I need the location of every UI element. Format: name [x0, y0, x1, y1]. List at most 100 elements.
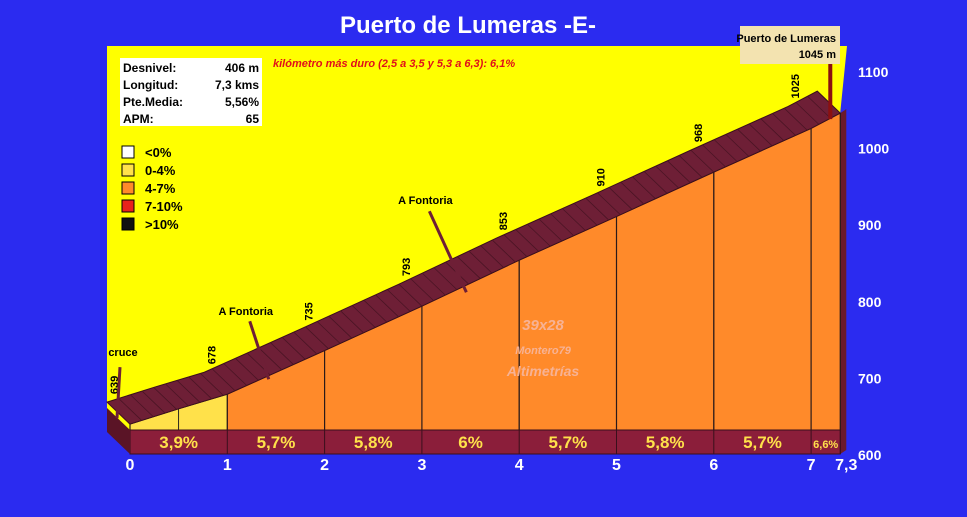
y-tick-label: 700 [858, 370, 882, 386]
ridge-hatch [678, 155, 703, 178]
x-tick-label: 4 [515, 457, 524, 474]
stats-value: 7,3 kms [215, 78, 259, 92]
ridge-hatch [340, 310, 364, 334]
stats-box [120, 58, 262, 126]
ridge-hatch [760, 118, 785, 141]
altitude-label: 735 [304, 302, 316, 320]
ridge-hatch [655, 165, 680, 189]
ridge-hatch [772, 113, 796, 136]
ridge-hatch [433, 267, 458, 290]
ridge-hatch [223, 363, 248, 386]
slope-segment [810, 112, 841, 431]
ridge-hatch [328, 315, 353, 339]
x-tick-label: 2 [320, 457, 329, 474]
ridge-hatch [783, 107, 808, 131]
legend-label: 7-10% [145, 199, 183, 214]
altitude-label: 910 [596, 168, 608, 186]
ridge-hatch [421, 272, 446, 296]
ridge-hatch [188, 376, 213, 400]
ridge-hatch [363, 299, 388, 323]
y-tick-label: 1100 [858, 64, 889, 80]
watermark-text: Altimetrías [506, 363, 580, 379]
ridge-hatch [608, 187, 633, 210]
grade-label: 5,7% [548, 433, 587, 452]
slope-segment [616, 171, 715, 431]
ridge-hatch [503, 234, 528, 257]
ridge-hatch [527, 223, 551, 247]
y-tick-label: 600 [858, 447, 882, 463]
ridge-hatch [153, 387, 177, 410]
ridge-hatch [211, 368, 236, 392]
x-tick-label: 5 [612, 457, 621, 474]
altitude-label: 678 [206, 346, 218, 364]
grade-label: 5,8% [354, 433, 393, 452]
ridge-hatch [690, 149, 715, 173]
x-tick-label: 0 [126, 457, 135, 474]
legend-swatch [121, 145, 135, 159]
ridge-hatch [386, 289, 411, 312]
legend-label: <0% [145, 145, 172, 160]
legend-swatch [121, 181, 135, 195]
grade-label: 5,7% [257, 433, 296, 452]
legend-label: 0-4% [145, 163, 176, 178]
annotation-pointer [427, 210, 468, 293]
stats-label: Pte.Media: [123, 95, 183, 109]
ridge-hatch [702, 144, 726, 168]
ridge-hatch [316, 321, 341, 344]
watermark-text: Montero79 [515, 345, 572, 357]
altitude-label: 1025 [790, 74, 802, 98]
ridge-hatch [141, 390, 166, 414]
x-tick-label: 6 [709, 457, 718, 474]
ridge-hatch [351, 305, 376, 328]
base-band [129, 429, 841, 455]
ridge-hatch [468, 250, 493, 274]
ridge-hatch [632, 176, 656, 200]
ridge-hatch [667, 160, 691, 184]
ridge-hatch [573, 202, 598, 226]
ridge-hatch [550, 213, 574, 237]
ridge-hatch [293, 331, 318, 355]
grade-label: 5,8% [646, 433, 685, 452]
profile-ridge [106, 90, 842, 425]
ridge-hatch [410, 278, 434, 301]
ridge-hatch [538, 218, 563, 242]
ridge-hatch [200, 373, 224, 396]
summit-altitude: 1045 m [799, 49, 837, 61]
ridge-hatch [480, 245, 504, 268]
legend-swatch [121, 163, 135, 177]
side-wall [840, 109, 847, 454]
summit-pole [828, 26, 833, 120]
altitude-label: 968 [693, 124, 705, 142]
ridge-hatch [562, 208, 586, 231]
grade-label: 5,7% [743, 433, 782, 452]
ridge-hatch [305, 326, 329, 350]
y-tick-label: 800 [858, 294, 882, 310]
ridge-hatch [270, 342, 294, 365]
annotation-label: A Fontoria [218, 306, 273, 318]
ridge-hatch [130, 394, 154, 418]
ridge-hatch [597, 192, 621, 216]
grade-label: 3,9% [159, 433, 198, 452]
grade-label: 6% [458, 433, 483, 452]
y-tick-label: 900 [858, 217, 882, 233]
ridge-hatch [713, 139, 738, 162]
ridge-hatch [457, 256, 481, 279]
chart-subtitle: kilómetro más duro (2,5 a 3,5 y 5,3 a 6,… [273, 58, 515, 70]
ridge-hatch [235, 357, 259, 381]
ridge-hatch [258, 347, 283, 371]
ridge-hatch [748, 123, 773, 147]
stats-label: APM: [123, 112, 154, 126]
ridge-hatch [281, 337, 306, 360]
slope-segment [713, 127, 812, 431]
ridge-hatch [165, 383, 189, 407]
stats-label: Desnivel: [123, 61, 176, 75]
ridge-hatch [398, 283, 423, 307]
summit-name: Puerto de Lumeras [736, 33, 836, 45]
annotation-pointer [248, 320, 271, 380]
altitude-label: 793 [401, 258, 413, 276]
annotation-label: A Fontoria [398, 195, 453, 207]
ridge-hatch [118, 398, 142, 421]
ridge-hatch [795, 102, 820, 125]
watermark-text: 39x28 [522, 317, 564, 334]
